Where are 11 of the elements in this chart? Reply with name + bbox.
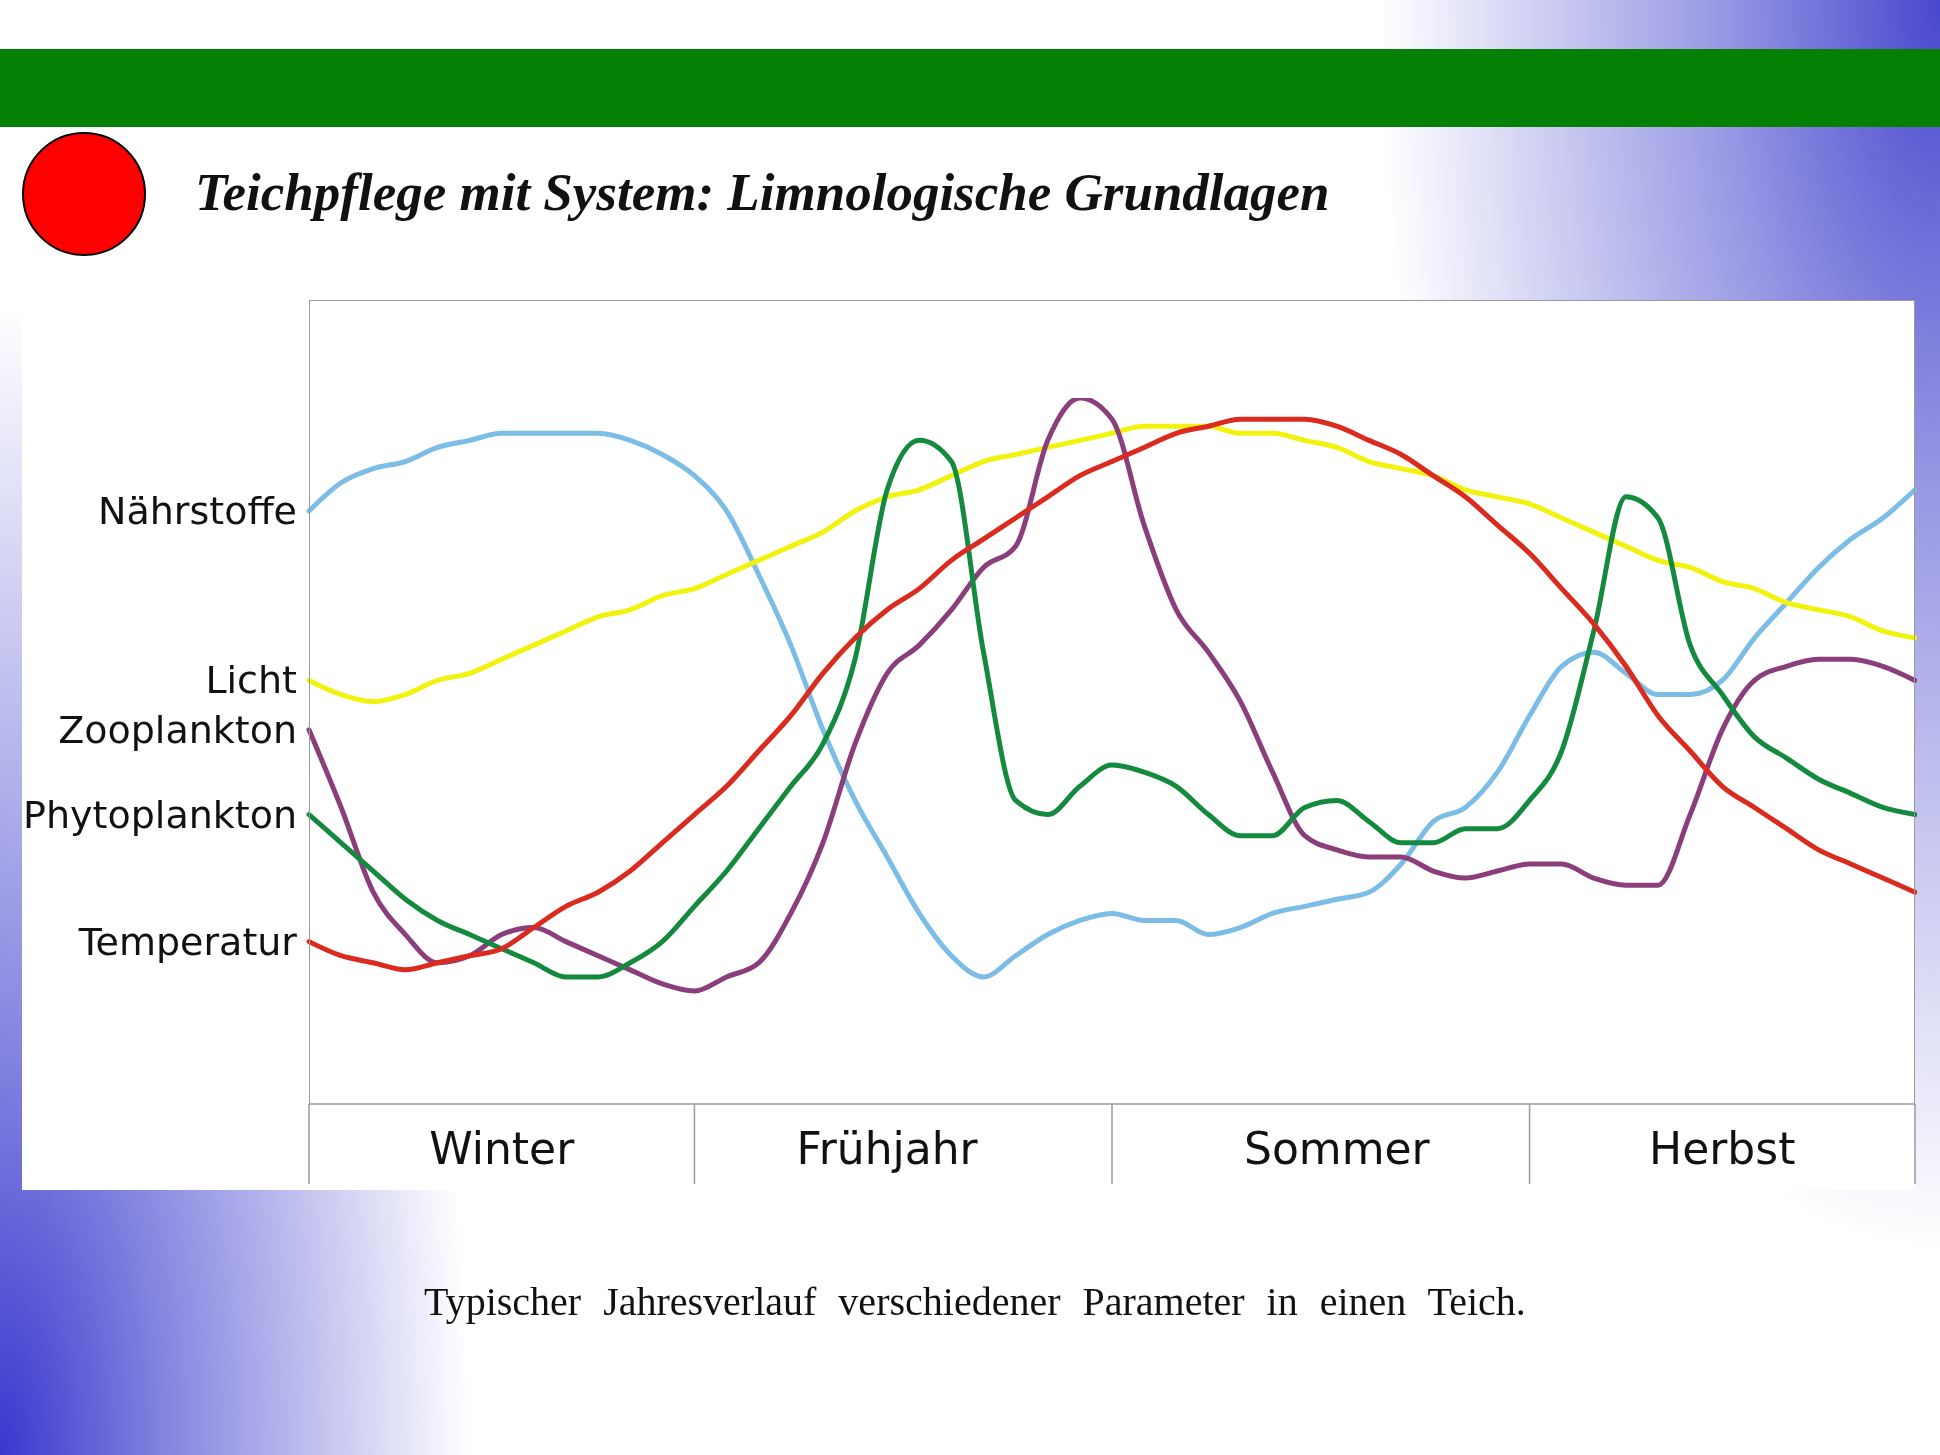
x-tick-label: Frühjahr xyxy=(796,1122,979,1174)
x-tick-label: Sommer xyxy=(1243,1122,1431,1174)
series-label: Licht xyxy=(205,658,297,703)
x-tick-label: Herbst xyxy=(1649,1122,1796,1174)
series-label: Nährstoffe xyxy=(98,488,297,533)
chart-title: Teichpflege mit System: Limnologische Grundlagen xyxy=(195,162,1330,223)
x-tick-label: Winter xyxy=(429,1122,576,1174)
series-label: Temperatur xyxy=(77,919,298,964)
series-label: Zooplankton xyxy=(58,707,297,752)
text: Typischer Jahresverlauf verschiedener Parameter in einen Teich. xyxy=(424,1278,1526,1326)
series-label: Phytoplankton xyxy=(23,792,297,837)
